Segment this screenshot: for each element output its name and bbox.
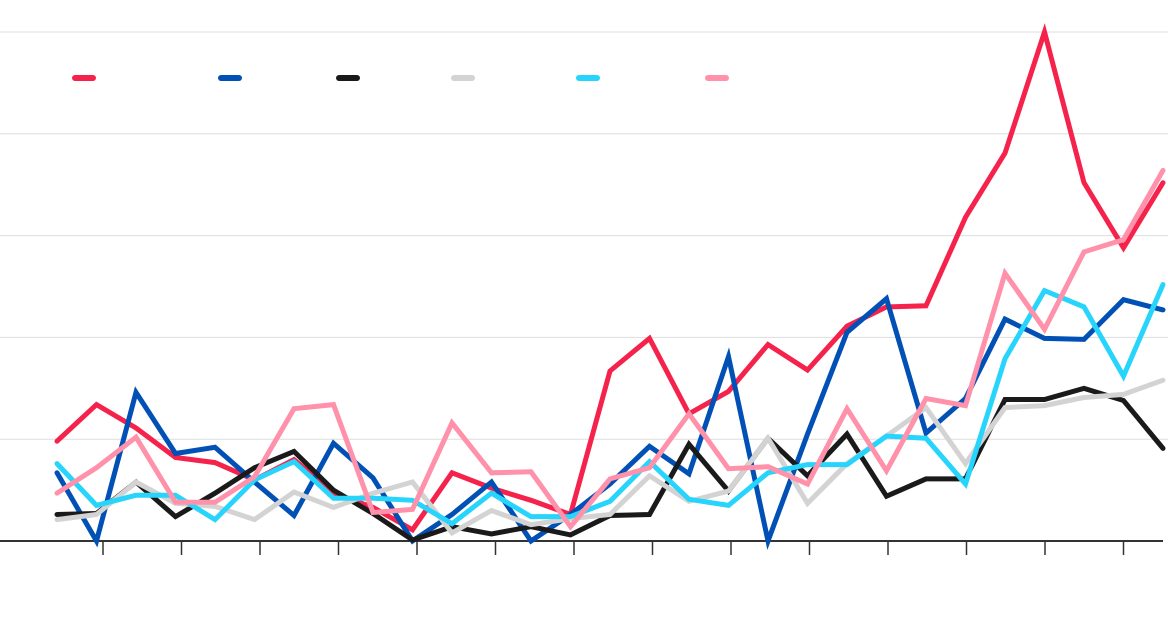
series-line-2 [54, 294, 1166, 550]
series-line-6 [54, 167, 1166, 531]
x-axis [0, 540, 1163, 555]
gridlines [0, 31, 1168, 440]
series-lines [54, 23, 1166, 550]
series-line-5 [54, 282, 1166, 527]
